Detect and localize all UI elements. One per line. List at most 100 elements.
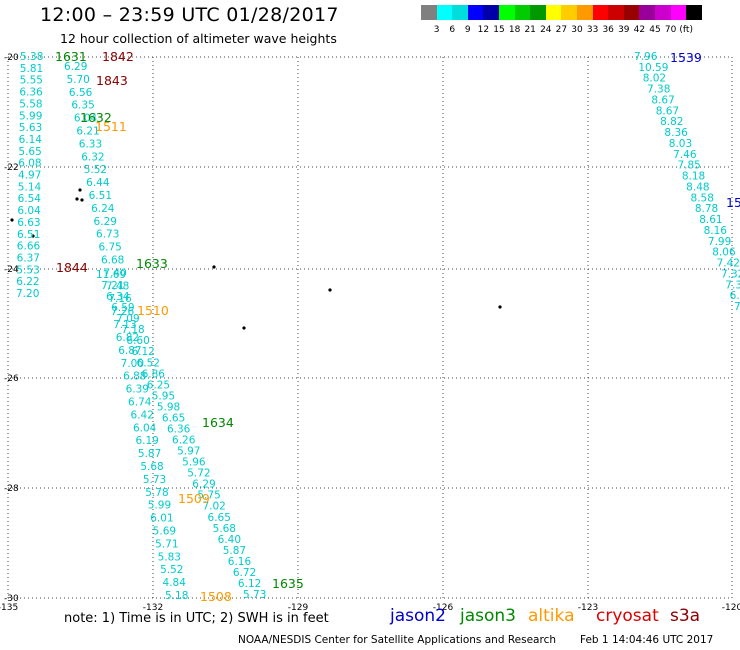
wave-height-value: 4.84 bbox=[163, 577, 187, 589]
colorbar-swatch bbox=[530, 5, 546, 20]
wave-height-value: 5.99 bbox=[148, 500, 171, 512]
colorbar-swatch bbox=[655, 5, 671, 20]
wave-height-value: 6.82 bbox=[116, 332, 139, 344]
wave-height-value: 6.04 bbox=[17, 205, 41, 217]
wave-height-value: 6.51 bbox=[17, 229, 40, 241]
colorbar-label: 18 bbox=[508, 25, 521, 35]
pass-time-label: 1842 bbox=[102, 49, 134, 64]
latitude-label: -28 bbox=[4, 484, 19, 494]
wave-height-value: 5.87 bbox=[138, 448, 161, 460]
wave-height-value: 7.32 bbox=[721, 268, 740, 280]
wave-height-value: 7.96 bbox=[634, 51, 658, 63]
wave-height-value: 6.32 bbox=[81, 151, 104, 163]
wave-height-value: 8.67 bbox=[651, 94, 674, 106]
wave-height-value: 6.39 bbox=[126, 384, 149, 396]
wave-height-value: 5.98 bbox=[157, 401, 180, 413]
wave-height-value: 6.40 bbox=[218, 534, 241, 546]
wave-height-value: 5.99 bbox=[19, 110, 42, 122]
wave-height-value: 6.34 bbox=[106, 291, 130, 303]
wave-height-value: 6.37 bbox=[17, 252, 40, 264]
wave-height-value: 6.19 bbox=[135, 435, 158, 447]
wave-height-value: 7.21 bbox=[101, 280, 124, 292]
pass-time-label: 1508 bbox=[200, 589, 232, 604]
colorbar-label: 6 bbox=[449, 25, 456, 35]
colorbar-swatch bbox=[686, 5, 702, 20]
wave-height-value: 6.12 bbox=[131, 346, 154, 358]
pass-time-label: 1634 bbox=[202, 415, 234, 430]
colorbar-label: 33 bbox=[586, 25, 599, 35]
wave-height-value: 5.70 bbox=[66, 74, 89, 86]
colorbar-swatch bbox=[561, 5, 577, 20]
latitude-label: -24 bbox=[4, 265, 19, 275]
wave-height-value: 7.02 bbox=[202, 501, 225, 513]
colorbar-swatch bbox=[467, 5, 484, 20]
pass-time-label: 1635 bbox=[272, 576, 304, 591]
island-marker bbox=[498, 305, 502, 309]
wave-height-value: 5.38 bbox=[20, 51, 43, 63]
wave-height-value: 6.60 bbox=[126, 335, 149, 347]
wave-height-value: 8.03 bbox=[669, 138, 692, 150]
wave-height-value: 5.68 bbox=[213, 523, 236, 535]
wave-height-value: 6.35 bbox=[71, 100, 94, 112]
colorbar-swatch bbox=[545, 5, 562, 20]
footer-note: note: 1) Time is in UTC; 2) SWH is in fe… bbox=[64, 611, 329, 626]
island-marker bbox=[212, 265, 216, 269]
wave-height-value: 5.95 bbox=[152, 390, 175, 402]
wave-height-value: 7.20 bbox=[16, 288, 39, 300]
wave-height-value: 5.73 bbox=[143, 474, 166, 486]
colorbar-swatch bbox=[639, 5, 655, 20]
colorbar-swatch bbox=[421, 5, 437, 20]
wave-height-value: 6.21 bbox=[76, 126, 99, 138]
colorbar-swatch bbox=[608, 5, 624, 20]
pass-time-label: 15 bbox=[726, 195, 740, 210]
wave-height-value: 6.29 bbox=[192, 479, 215, 491]
island-marker bbox=[328, 288, 332, 292]
island-marker bbox=[31, 234, 35, 238]
wave-height-value: 5.58 bbox=[19, 98, 42, 110]
legend-s3a: s3a bbox=[670, 606, 701, 626]
wave-height-value: 7.00 bbox=[121, 358, 144, 370]
wave-height-value: 11.69 bbox=[96, 269, 126, 281]
wave-height-value: 6.65 bbox=[208, 512, 231, 524]
colorbar-swatch bbox=[670, 5, 687, 20]
wave-height-value: 6.68 bbox=[101, 255, 124, 267]
pass-time-label: 1632 bbox=[80, 110, 112, 125]
longitude-label: -120 bbox=[722, 603, 740, 613]
wave-height-value: 5.81 bbox=[20, 63, 43, 75]
wave-height-value: 7.13 bbox=[113, 319, 136, 331]
wave-height-value: 6.04 bbox=[133, 422, 157, 434]
colorbar-swatch bbox=[452, 5, 468, 20]
wave-height-value: 6.36 bbox=[19, 87, 43, 99]
wave-height-value: 6.16 bbox=[228, 556, 252, 568]
wave-height-value: 6.66 bbox=[17, 241, 41, 253]
island-marker bbox=[75, 197, 79, 201]
wave-height-value: 4.97 bbox=[18, 170, 41, 182]
wave-height-value: 8.82 bbox=[660, 116, 683, 128]
wave-height-value: 7 bbox=[734, 301, 740, 313]
colorbar-label: 36 bbox=[602, 25, 614, 35]
wave-height-value: 5.75 bbox=[197, 490, 220, 502]
colorbar-label: 15 bbox=[493, 25, 505, 35]
colorbar-swatch bbox=[592, 5, 609, 20]
footer-credit: NOAA/NESDIS Center for Satellite Applica… bbox=[238, 634, 556, 646]
wave-height-value: 7.09 bbox=[116, 313, 139, 325]
legend-jason3: jason3 bbox=[460, 606, 516, 626]
wave-height-value: 8.61 bbox=[699, 214, 722, 226]
wave-height-value: 8.18 bbox=[682, 171, 705, 183]
wave-height-value: 6.51 bbox=[89, 190, 112, 202]
longitude-label: -123 bbox=[578, 603, 598, 613]
wave-height-value: 7.48 bbox=[106, 280, 129, 292]
wave-height-value: 5.97 bbox=[177, 446, 200, 458]
wave-height-value: 6.52 bbox=[137, 357, 160, 369]
wave-height-value: 6.56 bbox=[69, 87, 93, 99]
wave-height-value: 6.74 bbox=[128, 396, 152, 408]
wave-height-value: 5.96 bbox=[182, 457, 206, 469]
pass-time-label: 1510 bbox=[137, 303, 169, 318]
wave-height-value: 8.48 bbox=[686, 181, 709, 193]
colorbar-label: 24 bbox=[540, 25, 552, 35]
wave-height-value: 5.52 bbox=[84, 164, 107, 176]
colorbar-swatch bbox=[623, 5, 640, 20]
colorbar-swatch bbox=[436, 5, 453, 20]
latitude-label: -22 bbox=[4, 163, 19, 173]
